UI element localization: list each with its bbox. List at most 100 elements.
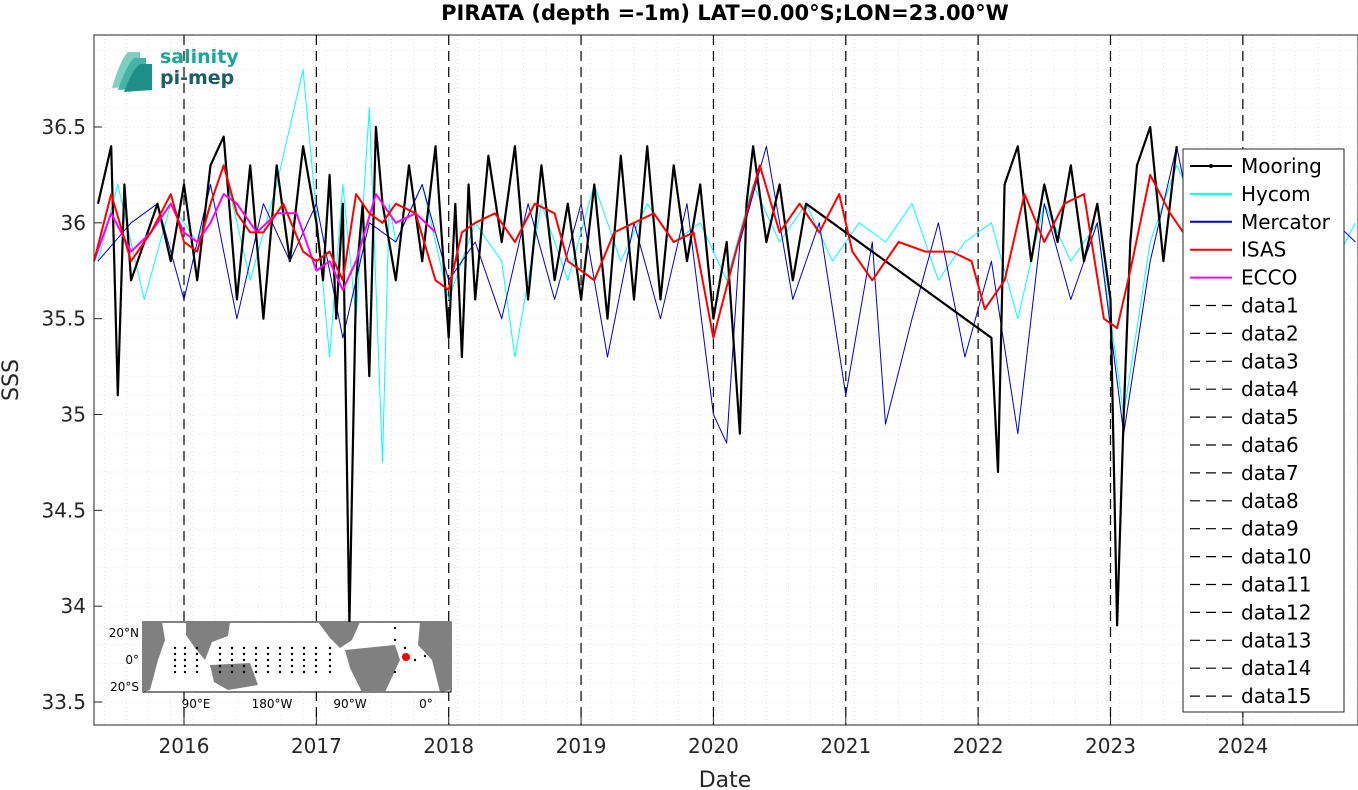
y-axis-label: SSS (0, 359, 24, 401)
inset-dot (183, 664, 187, 668)
x-tick-label: 2024 (1217, 734, 1268, 758)
inset-dot (183, 652, 187, 656)
logo-line1: salinity (160, 46, 239, 68)
inset-selected-mooring-marker (402, 653, 410, 661)
inset-dot (173, 646, 177, 650)
inset-dot (328, 664, 332, 668)
inset-dot (254, 652, 258, 656)
legend-label: data2 (1241, 321, 1299, 345)
wave-logo-icon (112, 52, 152, 92)
y-tick-label: 35.5 (41, 307, 86, 331)
legend-label: data14 (1241, 656, 1312, 680)
legend-label: data12 (1241, 600, 1312, 624)
inset-dot (278, 664, 282, 668)
series-line-mooring (96, 125, 1178, 627)
inset-dot (266, 670, 270, 674)
legend-label: Mercator (1241, 210, 1331, 234)
inset-dot (254, 664, 258, 668)
legend-label: data13 (1241, 628, 1312, 652)
y-tick-label: 36.5 (41, 115, 86, 139)
inset-dot (314, 658, 318, 662)
inset-dot (242, 658, 246, 662)
x-tick-label: 2020 (688, 734, 739, 758)
inset-dot (266, 652, 270, 656)
inset-dot (290, 670, 294, 674)
inset-dot (230, 652, 234, 656)
inset-dot (230, 658, 234, 662)
legend-box (1182, 148, 1345, 713)
legend-label: data8 (1241, 489, 1299, 513)
inset-dot (218, 664, 222, 668)
y-tick-label: 34.5 (41, 498, 86, 522)
inset-dot (266, 646, 270, 650)
inset-dot (254, 670, 258, 674)
legend-label: data7 (1241, 461, 1299, 485)
map-lat-label-20n: 20°N (109, 626, 139, 640)
inset-land-africa-west (418, 622, 451, 692)
inset-dot (242, 646, 246, 650)
inset-dot (393, 670, 397, 674)
inset-dot (278, 646, 282, 650)
inset-dot (314, 652, 318, 656)
series-line-isas (93, 164, 1185, 339)
inset-dot (230, 670, 234, 674)
x-tick-label: 2017 (291, 734, 342, 758)
legend-label: data3 (1241, 349, 1299, 373)
inset-dot (218, 652, 222, 656)
x-axis-label: Date (699, 768, 752, 790)
inset-dot (290, 646, 294, 650)
inset-land-central-america (318, 622, 360, 648)
legend-label: Hycom (1241, 182, 1311, 206)
inset-dot (195, 670, 199, 674)
inset-dot (266, 664, 270, 668)
inset-dot (254, 646, 258, 650)
inset-dot (314, 670, 318, 674)
inset-dot (195, 658, 199, 662)
inset-dot (314, 664, 318, 668)
legend-label: Mooring (1241, 154, 1322, 178)
plot-frame (93, 34, 1358, 726)
x-tick-label: 2016 (159, 734, 210, 758)
inset-dot (173, 670, 177, 674)
inset-dot (173, 664, 177, 668)
legend-marker (1209, 164, 1213, 168)
x-tick-label: 2021 (820, 734, 871, 758)
salinity-pimep-logo: salinity pi-mep (112, 46, 239, 92)
x-tick-label: 2019 (556, 734, 607, 758)
inset-dot (266, 658, 270, 662)
inset-dot (218, 670, 222, 674)
inset-land-australia (210, 663, 258, 690)
inset-dot (183, 646, 187, 650)
inset-dot (254, 658, 258, 662)
y-tick-label: 36 (61, 211, 86, 235)
legend: Mooring Hycom Mercator ISAS ECCO data1 data2 da… (1182, 148, 1345, 713)
legend-label: data1 (1241, 294, 1299, 318)
map-lon-label-0: 0° (419, 697, 433, 711)
inset-dot (302, 652, 306, 656)
map-lon-label-180w: 180°W (252, 697, 293, 711)
y-axis-ticks: 33.5 34 34.5 35 35.5 36 36.5 (41, 115, 102, 714)
inset-dot (183, 658, 187, 662)
inset-dot (278, 658, 282, 662)
inset-dot (328, 670, 332, 674)
inset-dot (195, 646, 199, 650)
inset-dot (290, 664, 294, 668)
inset-dot (195, 652, 199, 656)
inset-dot (290, 658, 294, 662)
inset-land-asia (186, 622, 230, 660)
inset-dot (242, 652, 246, 656)
inset-dot (242, 664, 246, 668)
series-lines (93, 69, 1356, 627)
map-lon-label-90e: 90°E (182, 697, 211, 711)
x-axis-ticks: 2016 2017 2018 2019 2020 2021 2022 2023 2024 (159, 717, 1268, 758)
legend-label: ISAS (1241, 238, 1286, 262)
inset-dot (230, 646, 234, 650)
x-tick-label: 2022 (953, 734, 1004, 758)
legend-label: data11 (1241, 573, 1312, 597)
inset-dot (230, 664, 234, 668)
legend-label: data4 (1241, 377, 1299, 401)
inset-dot (278, 652, 282, 656)
inset-dot (218, 658, 222, 662)
inset-dot (302, 658, 306, 662)
inset-dot (173, 652, 177, 656)
